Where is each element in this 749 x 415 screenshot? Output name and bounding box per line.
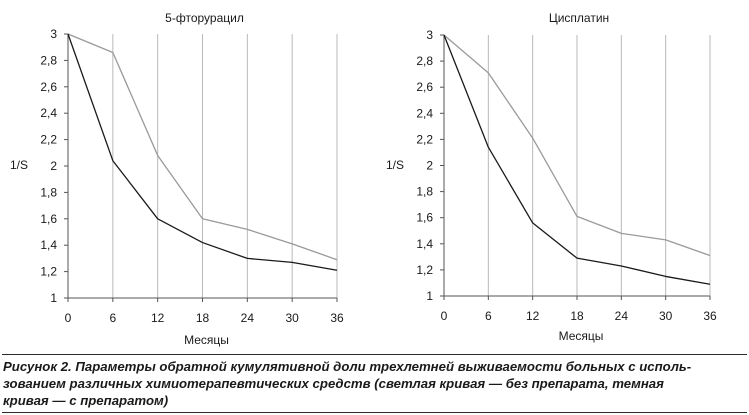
- chart-title: 5-фторурацил: [165, 11, 244, 25]
- series-line-without-drug: [443, 34, 711, 257]
- y-tick-label: 2,6: [416, 80, 433, 94]
- chart-5-fluorouracil: 11,21,41,61,822,22,42,62,830 6 12 18 24 30 365…: [10, 11, 344, 347]
- caption-top-rule: [2, 354, 747, 355]
- x-tick-label: 12: [151, 311, 165, 325]
- x-tick-label: 18: [196, 311, 210, 325]
- y-axis-label: 1/S: [10, 158, 28, 172]
- x-tick-label: 0: [65, 311, 72, 325]
- x-tick-label: 30: [285, 311, 299, 325]
- y-tick-label: 2,4: [40, 106, 57, 120]
- y-tick-label: 1,2: [40, 265, 57, 279]
- series-line-with-drug: [67, 33, 338, 271]
- x-tick-label: 12: [526, 309, 540, 323]
- y-axis-label: 1/S: [386, 158, 404, 172]
- y-tick-label: 2: [50, 159, 57, 173]
- y-tick-label: 3: [50, 27, 57, 41]
- figure-caption: Рисунок 2. Параметры обратной кумулятивн…: [3, 358, 745, 409]
- x-axis-label: Месяцы: [184, 333, 229, 347]
- x-tick-label: 0: [441, 309, 448, 323]
- x-axis-label: Месяцы: [559, 329, 604, 343]
- x-tick-label: 18: [570, 309, 584, 323]
- y-tick-label: 1,6: [40, 212, 57, 226]
- y-tick-label: 1,8: [40, 185, 57, 199]
- y-tick-label: 2,8: [416, 54, 433, 68]
- charts-figure: 11,21,41,61,822,22,42,62,830 6 12 18 24 30 365…: [10, 11, 717, 347]
- x-tick-label: 24: [241, 311, 255, 325]
- y-tick-label: 2: [426, 159, 433, 173]
- y-tick-label: 2,2: [416, 132, 433, 146]
- caption-line-2: зованием различных химиотерапевтических …: [3, 376, 664, 391]
- y-tick-label: 2,6: [40, 80, 57, 94]
- series-line-without-drug: [67, 33, 338, 261]
- caption-line-3: кривая — с препаратом): [3, 393, 169, 408]
- y-tick-label: 1,2: [416, 263, 433, 277]
- series-line-with-drug: [443, 34, 711, 285]
- x-tick-label: 36: [703, 309, 717, 323]
- y-tick-label: 2,2: [40, 133, 57, 147]
- x-tick-label: 30: [659, 309, 673, 323]
- x-tick-label: 24: [615, 309, 629, 323]
- chart-cisplatin: 11,21,41,61,822,22,42,62,830 6 12 18 24 30 36Ц…: [386, 11, 717, 343]
- y-tick-label: 3: [426, 28, 433, 42]
- y-tick-label: 1,4: [416, 237, 433, 251]
- chart-title: Цисплатин: [549, 11, 609, 25]
- caption-line-1: Рисунок 2. Параметры обратной кумулятивн…: [3, 359, 692, 374]
- x-tick-label: 36: [330, 311, 344, 325]
- caption-bottom-rule: [2, 412, 747, 413]
- y-tick-label: 1,4: [40, 238, 57, 252]
- y-tick-label: 1: [50, 291, 57, 305]
- y-tick-label: 1,6: [416, 211, 433, 225]
- y-tick-label: 2,8: [40, 53, 57, 67]
- x-tick-label: 6: [109, 311, 116, 325]
- y-tick-label: 1: [426, 289, 433, 303]
- x-tick-label: 6: [485, 309, 492, 323]
- y-tick-label: 2,4: [416, 106, 433, 120]
- y-tick-label: 1,8: [416, 185, 433, 199]
